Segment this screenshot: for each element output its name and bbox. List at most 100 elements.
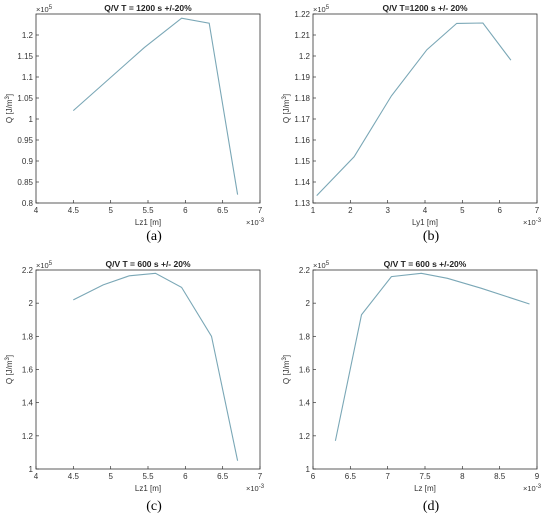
y-tick-label: 1.14 xyxy=(294,178,310,187)
plot-frame xyxy=(312,269,538,470)
y-multiplier: ×105 xyxy=(36,5,53,14)
y-tick-label: 1.05 xyxy=(17,94,33,103)
y-tick-label: 1.15 xyxy=(294,157,310,166)
x-tick-label: 6 xyxy=(497,206,502,215)
y-tick-label: 0.8 xyxy=(22,199,34,208)
chart-panel: 4 4.5 5 5.5 6 6.5 7 0.8 0.85 0.9 0.95 1 1.05 1.1 1.15 1… xyxy=(5,3,265,244)
x-tick-label: 5 xyxy=(460,206,465,215)
x-tick-label: 7 xyxy=(385,472,390,481)
y-tick-label: 1.2 xyxy=(299,52,311,61)
x-multiplier-exp: -3 xyxy=(536,218,542,224)
x-tick-label: 5.5 xyxy=(142,206,154,215)
y-multiplier-base: ×10 xyxy=(36,5,49,14)
panel-caption: (d) xyxy=(423,499,440,514)
chart-title: Q/V T=1200 s +/- 20% xyxy=(382,3,467,13)
y-tick-label: 1.13 xyxy=(294,199,310,208)
x-tick-label: 6 xyxy=(183,206,188,215)
series-line xyxy=(316,22,512,196)
x-multiplier: ×10-3 xyxy=(246,218,265,227)
x-tick-label: 4 xyxy=(34,472,39,481)
x-tick-label: 7.5 xyxy=(419,472,431,481)
y-axis-label-text: Q [J/m xyxy=(282,360,291,384)
y-tick-label: 1.22 xyxy=(294,10,310,19)
x-tick-label: 8 xyxy=(460,472,465,481)
series-line xyxy=(334,272,530,441)
x-axis-label: Ly1 [m] xyxy=(412,218,438,227)
x-tick-label: 7 xyxy=(258,472,263,481)
x-multiplier: ×10-3 xyxy=(523,484,542,493)
y-tick-label: 2.2 xyxy=(22,266,34,275)
y-axis-label-end: ] xyxy=(5,355,14,357)
x-tick-label: 2 xyxy=(348,206,353,215)
y-tick-label: 1.21 xyxy=(294,31,310,40)
y-tick-label: 1.18 xyxy=(294,94,310,103)
y-tick-label: 2 xyxy=(29,299,34,308)
chart-title: Q/V T = 600 s +/- 20% xyxy=(105,259,190,269)
y-multiplier: ×105 xyxy=(313,5,330,14)
chart-title: Q/V T = 1200 s +/-20% xyxy=(104,3,192,13)
x-tick-label: 6.5 xyxy=(345,472,357,481)
y-axis-label-end: ] xyxy=(282,94,291,96)
y-multiplier-exp: 5 xyxy=(326,261,330,267)
y-tick-label: 1 xyxy=(306,465,311,474)
y-multiplier-base: ×10 xyxy=(313,261,326,270)
x-axis-label: Lz [m] xyxy=(414,484,436,493)
x-tick-label: 4.5 xyxy=(68,206,80,215)
x-multiplier: ×10-3 xyxy=(246,484,265,493)
y-tick-label: 1.16 xyxy=(294,136,310,145)
panel-caption: (b) xyxy=(423,229,440,244)
x-tick-label: 5 xyxy=(108,472,113,481)
y-axis-label-end: ] xyxy=(282,355,291,357)
y-axis-label-text: Q [J/m xyxy=(5,360,14,384)
x-axis-label: Lz1 [m] xyxy=(135,218,161,227)
x-multiplier-exp: -3 xyxy=(259,218,265,224)
y-tick-label: 0.95 xyxy=(17,136,33,145)
x-multiplier-exp: -3 xyxy=(259,484,265,490)
chart-panel: 6 6.5 7 7.5 8 8.5 9 1 1.2 1.4 1.6 1.8 2 2.2 Q/V T = 60… xyxy=(282,259,542,514)
y-tick-label: 1.15 xyxy=(17,52,33,61)
y-tick-label: 1.4 xyxy=(299,399,311,408)
x-multiplier: ×10-3 xyxy=(523,218,542,227)
x-axis-label: Lz1 [m] xyxy=(135,484,161,493)
x-multiplier-base: ×10 xyxy=(246,484,259,493)
y-axis-label-end: ] xyxy=(5,94,14,96)
y-tick-label: 1.2 xyxy=(22,31,34,40)
y-axis-label-text: Q [J/m xyxy=(5,99,14,123)
y-multiplier: ×105 xyxy=(313,261,330,270)
y-axis-label-sup: 3 xyxy=(5,357,11,361)
x-tick-label: 6 xyxy=(183,472,188,481)
y-axis-label-sup: 3 xyxy=(282,357,288,361)
y-tick-label: 1.2 xyxy=(299,432,311,441)
y-tick-label: 1.6 xyxy=(299,366,311,375)
y-axis-label-sup: 3 xyxy=(282,96,288,100)
x-tick-label: 8.5 xyxy=(494,472,506,481)
x-tick-label: 9 xyxy=(535,472,540,481)
y-tick-label: 1.8 xyxy=(299,332,311,341)
x-tick-label: 6.5 xyxy=(217,472,229,481)
y-tick-label: 1.8 xyxy=(22,332,34,341)
x-tick-label: 4 xyxy=(423,206,428,215)
y-tick-label: 1.2 xyxy=(22,432,34,441)
y-tick-label: 2.2 xyxy=(299,266,311,275)
x-multiplier-base: ×10 xyxy=(246,218,259,227)
x-multiplier-base: ×10 xyxy=(523,484,536,493)
y-multiplier-base: ×10 xyxy=(36,261,49,270)
y-tick-label: 1.6 xyxy=(22,366,34,375)
x-tick-label: 4.5 xyxy=(68,472,80,481)
y-multiplier-exp: 5 xyxy=(326,5,330,11)
x-tick-label: 6.5 xyxy=(217,206,229,215)
plot-frame xyxy=(35,13,261,204)
x-tick-label: 1 xyxy=(311,206,316,215)
x-tick-label: 6 xyxy=(311,472,316,481)
chart-title: Q/V T = 600 s +/-20% xyxy=(384,259,467,269)
y-tick-label: 0.9 xyxy=(22,157,34,166)
x-tick-label: 5 xyxy=(108,206,113,215)
x-tick-label: 5.5 xyxy=(142,472,154,481)
y-multiplier-exp: 5 xyxy=(49,5,53,11)
x-tick-label: 7 xyxy=(535,206,540,215)
plot-frame xyxy=(35,269,261,470)
y-multiplier-base: ×10 xyxy=(313,5,326,14)
panel-caption: (c) xyxy=(146,499,162,514)
y-tick-label: 1.4 xyxy=(22,399,34,408)
